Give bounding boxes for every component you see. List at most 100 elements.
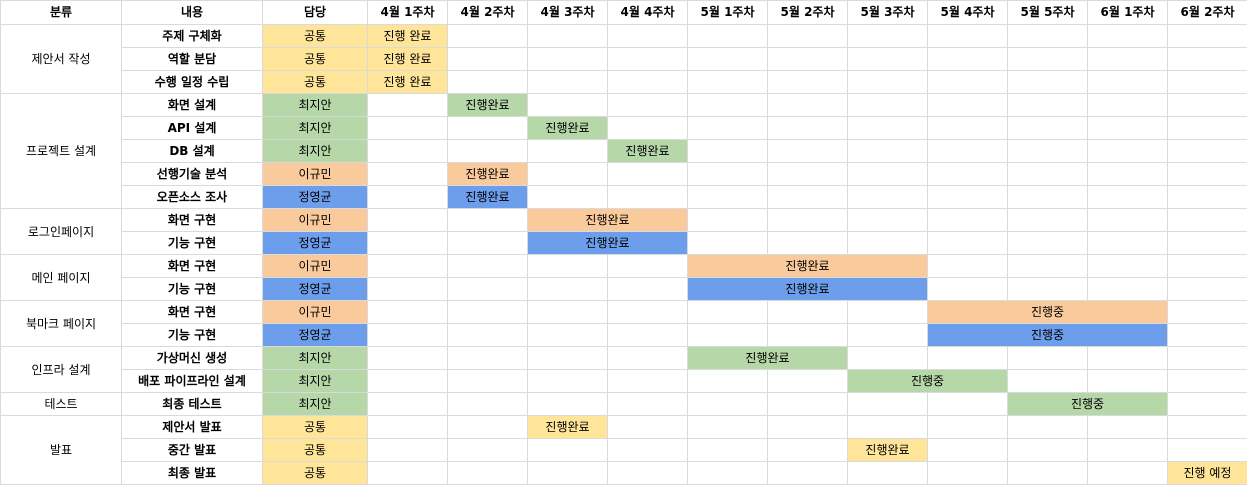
category-cell[interactable]: 북마크 페이지 xyxy=(0,300,122,347)
timeline-cell[interactable] xyxy=(767,116,848,140)
timeline-cell[interactable] xyxy=(527,277,608,301)
timeline-cell[interactable] xyxy=(927,70,1008,94)
owner-cell[interactable]: 공통 xyxy=(262,438,368,462)
task-bar[interactable]: 진행완료 xyxy=(527,231,688,255)
timeline-cell[interactable] xyxy=(687,461,768,485)
timeline-cell[interactable] xyxy=(687,139,768,163)
timeline-cell[interactable] xyxy=(607,116,688,140)
timeline-cell[interactable] xyxy=(1007,461,1088,485)
owner-cell[interactable]: 최지안 xyxy=(262,346,368,370)
timeline-cell[interactable] xyxy=(1007,93,1088,117)
task-cell[interactable]: 배포 파이프라인 설계 xyxy=(121,369,263,393)
timeline-cell[interactable] xyxy=(1167,438,1247,462)
timeline-cell[interactable] xyxy=(767,47,848,71)
owner-cell[interactable]: 이규민 xyxy=(262,208,368,232)
timeline-cell[interactable] xyxy=(1167,300,1247,324)
timeline-cell[interactable] xyxy=(847,70,928,94)
timeline-cell[interactable] xyxy=(927,47,1008,71)
task-cell[interactable]: 화면 구현 xyxy=(121,254,263,278)
header-week-3[interactable]: 4월 4주차 xyxy=(607,0,688,25)
task-bar[interactable]: 진행완료 xyxy=(527,116,608,140)
timeline-cell[interactable] xyxy=(1167,93,1247,117)
task-bar[interactable]: 진행완료 xyxy=(687,277,928,301)
timeline-cell[interactable] xyxy=(1007,185,1088,209)
timeline-cell[interactable] xyxy=(1167,277,1247,301)
timeline-cell[interactable] xyxy=(1167,369,1247,393)
timeline-cell[interactable] xyxy=(447,70,528,94)
owner-cell[interactable]: 공통 xyxy=(262,70,368,94)
timeline-cell[interactable] xyxy=(607,277,688,301)
timeline-cell[interactable] xyxy=(847,185,928,209)
timeline-cell[interactable] xyxy=(1167,208,1247,232)
timeline-cell[interactable] xyxy=(527,70,608,94)
timeline-cell[interactable] xyxy=(927,346,1008,370)
timeline-cell[interactable] xyxy=(527,93,608,117)
timeline-cell[interactable] xyxy=(767,392,848,416)
timeline-cell[interactable] xyxy=(367,300,448,324)
timeline-cell[interactable] xyxy=(367,185,448,209)
timeline-cell[interactable] xyxy=(1007,346,1088,370)
timeline-cell[interactable] xyxy=(607,47,688,71)
timeline-cell[interactable] xyxy=(687,415,768,439)
timeline-cell[interactable] xyxy=(1087,461,1168,485)
timeline-cell[interactable] xyxy=(927,415,1008,439)
header-week-4[interactable]: 5월 1주차 xyxy=(687,0,768,25)
timeline-cell[interactable] xyxy=(527,300,608,324)
timeline-cell[interactable] xyxy=(1087,93,1168,117)
timeline-cell[interactable] xyxy=(1087,185,1168,209)
task-cell[interactable]: 제안서 발표 xyxy=(121,415,263,439)
timeline-cell[interactable] xyxy=(447,415,528,439)
owner-cell[interactable]: 정영균 xyxy=(262,323,368,347)
task-cell[interactable]: 화면 구현 xyxy=(121,300,263,324)
task-bar[interactable]: 진행완료 xyxy=(447,185,528,209)
timeline-cell[interactable] xyxy=(1167,346,1247,370)
timeline-cell[interactable] xyxy=(767,139,848,163)
timeline-cell[interactable] xyxy=(687,70,768,94)
task-bar[interactable]: 진행중 xyxy=(927,300,1168,324)
timeline-cell[interactable] xyxy=(607,70,688,94)
task-cell[interactable]: DB 설계 xyxy=(121,139,263,163)
timeline-cell[interactable] xyxy=(687,47,768,71)
timeline-cell[interactable] xyxy=(1167,323,1247,347)
header-task[interactable]: 내용 xyxy=(121,0,263,25)
timeline-cell[interactable] xyxy=(367,369,448,393)
timeline-cell[interactable] xyxy=(367,116,448,140)
timeline-cell[interactable] xyxy=(767,93,848,117)
timeline-cell[interactable] xyxy=(1167,139,1247,163)
timeline-cell[interactable] xyxy=(767,369,848,393)
task-bar[interactable]: 진행중 xyxy=(927,323,1168,347)
timeline-cell[interactable] xyxy=(1087,47,1168,71)
header-week-5[interactable]: 5월 2주차 xyxy=(767,0,848,25)
timeline-cell[interactable] xyxy=(1007,254,1088,278)
owner-cell[interactable]: 이규민 xyxy=(262,300,368,324)
timeline-cell[interactable] xyxy=(1167,185,1247,209)
task-cell[interactable]: 중간 발표 xyxy=(121,438,263,462)
timeline-cell[interactable] xyxy=(1007,231,1088,255)
timeline-cell[interactable] xyxy=(847,47,928,71)
task-bar[interactable]: 진행완료 xyxy=(447,162,528,186)
header-week-1[interactable]: 4월 2주차 xyxy=(447,0,528,25)
task-bar[interactable]: 진행완료 xyxy=(687,346,848,370)
timeline-cell[interactable] xyxy=(1167,392,1247,416)
timeline-cell[interactable] xyxy=(447,300,528,324)
timeline-cell[interactable] xyxy=(1007,415,1088,439)
task-bar[interactable]: 진행 완료 xyxy=(367,47,448,71)
owner-cell[interactable]: 정영균 xyxy=(262,277,368,301)
timeline-cell[interactable] xyxy=(1167,24,1247,48)
header-week-2[interactable]: 4월 3주차 xyxy=(527,0,608,25)
timeline-cell[interactable] xyxy=(607,300,688,324)
timeline-cell[interactable] xyxy=(687,392,768,416)
category-cell[interactable]: 테스트 xyxy=(0,392,122,416)
timeline-cell[interactable] xyxy=(527,323,608,347)
owner-cell[interactable]: 정영균 xyxy=(262,231,368,255)
task-bar[interactable]: 진행완료 xyxy=(527,415,608,439)
timeline-cell[interactable] xyxy=(367,323,448,347)
task-bar[interactable]: 진행 예정 xyxy=(1167,461,1247,485)
timeline-cell[interactable] xyxy=(687,208,768,232)
timeline-cell[interactable] xyxy=(367,392,448,416)
timeline-cell[interactable] xyxy=(1007,116,1088,140)
task-bar[interactable]: 진행완료 xyxy=(687,254,928,278)
timeline-cell[interactable] xyxy=(1087,70,1168,94)
timeline-cell[interactable] xyxy=(687,24,768,48)
header-week-8[interactable]: 5월 5주차 xyxy=(1007,0,1088,25)
